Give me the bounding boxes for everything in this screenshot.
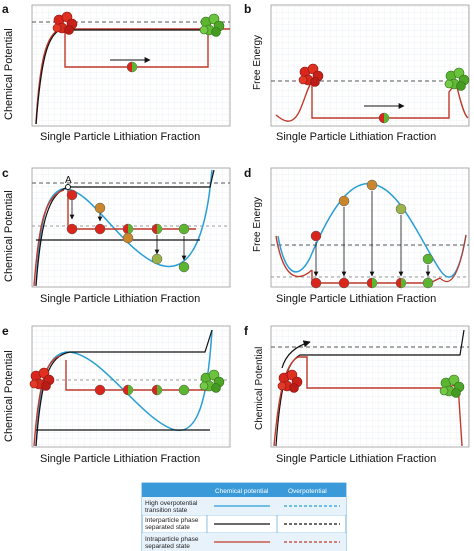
y-axis-label: Free Energy — [252, 197, 263, 252]
point-label: A — [65, 175, 72, 186]
panel-label: d — [244, 166, 251, 180]
panel-label: e — [2, 324, 9, 338]
legend-header: Overpotential — [288, 488, 327, 495]
energy-curve — [275, 81, 313, 122]
svg-text:separated state: separated state — [145, 543, 190, 550]
y-axis-label: Chemical Potential — [3, 190, 15, 282]
panel-b: b Free Energy Single Particle Lithiation… — [244, 2, 470, 143]
intraparticle-path — [311, 81, 469, 119]
panel-label: b — [244, 2, 251, 16]
panel-f: f Chemical Potential Single Particle Lit… — [244, 324, 470, 465]
y-axis-label: Free Energy — [252, 35, 263, 90]
panel-c: c A Chemical Potential Single Particle L… — [2, 166, 231, 305]
y-axis-label: Chemical Potential — [254, 347, 265, 430]
x-axis-label: Single Particle Lithiation Fraction — [40, 453, 200, 465]
x-axis-label: Single Particle Lithiation Fraction — [276, 453, 436, 465]
svg-text:separated state: separated state — [145, 524, 190, 531]
x-axis-label: Single Particle Lithiation Fraction — [40, 293, 200, 305]
legend-header: Chemical potential — [215, 488, 269, 495]
panel-label: c — [2, 166, 9, 180]
svg-text:High overpotential: High overpotential — [145, 500, 198, 507]
svg-text:Intraparticle phase: Intraparticle phase — [145, 536, 199, 543]
legend-table: Chemical potential Overpotential High ov… — [141, 482, 347, 551]
plot-area — [270, 325, 470, 448]
panel-label: f — [244, 324, 249, 338]
x-axis-label: Single Particle Lithiation Fraction — [276, 131, 436, 143]
panel-e: e Chemical Potential Single Particle Lit… — [2, 324, 231, 465]
particle-half — [378, 112, 390, 124]
particle-half — [126, 61, 138, 73]
y-axis-label: Chemical Potential — [3, 28, 15, 120]
panel-label: a — [2, 2, 9, 16]
panel-a: a Chemical Potential Single Particle Lit… — [2, 2, 231, 143]
x-axis-label: Single Particle Lithiation Fraction — [276, 293, 436, 305]
y-axis-label: Chemical Potential — [3, 350, 15, 442]
svg-text:Interparticle phase: Interparticle phase — [145, 517, 199, 524]
panel-d: d Free Energy Single Particle Lithiation… — [244, 166, 470, 305]
x-axis-label: Single Particle Lithiation Fraction — [40, 131, 200, 143]
svg-text:transition state: transition state — [145, 507, 188, 514]
